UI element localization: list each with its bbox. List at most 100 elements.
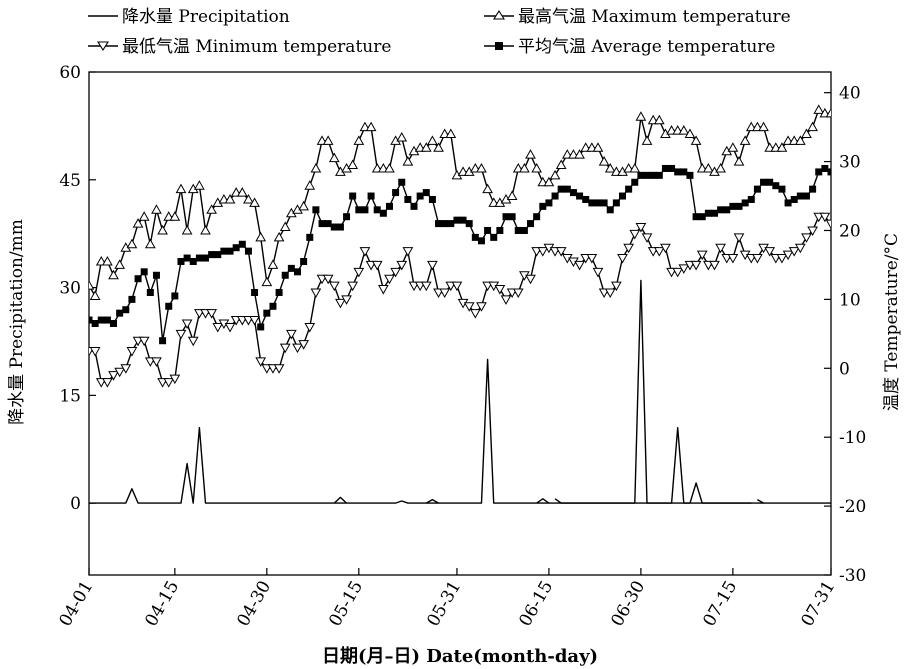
series-precip-minor	[536, 498, 550, 504]
tmin-point	[187, 336, 199, 347]
x-tick-label: 06-15	[515, 578, 557, 630]
right-tick-label: 20	[839, 221, 861, 241]
series-precip-minor	[425, 498, 439, 504]
left-tick-label: 30	[59, 279, 81, 299]
tavg-point	[784, 199, 792, 207]
tavg-point	[710, 209, 718, 217]
tavg-point	[428, 195, 436, 203]
tavg-point	[238, 240, 246, 248]
left-tick-label: 45	[59, 171, 81, 191]
y-axis-right-title: 温度 Temperature/°C	[882, 233, 902, 411]
tmax-point	[353, 135, 365, 145]
tavg-point	[435, 220, 443, 228]
tavg-point	[674, 168, 682, 176]
tavg-point	[459, 216, 467, 224]
tavg-point	[631, 178, 639, 186]
tmin-point	[114, 367, 126, 378]
tmax-point	[144, 238, 156, 249]
tavg-point	[226, 247, 234, 255]
tavg-point	[668, 164, 676, 172]
tmax-point	[433, 142, 444, 152]
tavg-point	[557, 185, 565, 193]
tavg-point	[312, 206, 320, 214]
tmin-point	[377, 285, 389, 295]
x-tick-label: 07-31	[798, 578, 840, 630]
tavg-point	[355, 206, 363, 214]
tmax-point	[684, 128, 696, 139]
tmin-point	[273, 364, 285, 374]
tavg-point	[637, 171, 645, 179]
tmin-point	[500, 295, 512, 305]
tmax-point	[236, 187, 248, 197]
tmax-point	[543, 176, 555, 187]
tmin-point	[102, 378, 113, 388]
tavg-point	[686, 171, 694, 179]
tavg-point	[410, 202, 418, 210]
tavg-point	[809, 185, 817, 193]
tmin-point	[298, 340, 309, 350]
legend-label-tmax: 最高气温 Maximum temperature	[518, 7, 791, 27]
tavg-point	[471, 233, 479, 241]
tmin-point	[715, 243, 726, 254]
tavg-point	[527, 220, 535, 228]
tavg-point	[698, 213, 706, 221]
tavg-point	[563, 185, 571, 193]
tmax-point	[114, 259, 126, 269]
tmin-point	[439, 288, 451, 299]
tmin-point	[120, 364, 132, 374]
tavg-point	[287, 264, 295, 272]
tavg-point	[103, 316, 111, 324]
tmax-point	[89, 280, 95, 290]
legend-label-tavg: 平均气温 Average temperature	[518, 37, 775, 57]
x-tick-label: 05-31	[423, 578, 465, 630]
right-tick-label: -10	[839, 428, 866, 448]
tmin-point	[335, 298, 346, 309]
tmin-point	[801, 233, 812, 243]
tmax-point	[776, 142, 788, 152]
tavg-point	[214, 251, 222, 259]
tmax-point	[506, 190, 518, 201]
tavg-point	[514, 226, 522, 234]
right-tick-label: -20	[839, 497, 866, 517]
tmin-point	[635, 223, 647, 233]
tavg-point	[619, 192, 627, 200]
tmax-point	[574, 149, 585, 159]
tavg-point	[385, 202, 393, 210]
tavg-point	[741, 199, 749, 207]
tmax-point	[206, 204, 217, 214]
series-precip-minor	[333, 496, 348, 504]
tmax-point	[298, 200, 309, 211]
tavg-point	[778, 185, 786, 193]
x-axis-title: 日期(月–日) Date(month-day)	[322, 646, 598, 667]
tavg-point	[496, 226, 504, 234]
tmin-point	[322, 274, 334, 285]
tmin-point	[347, 281, 359, 292]
tavg-point	[490, 233, 498, 241]
right-tick-label: 40	[839, 84, 861, 104]
tavg-point	[551, 192, 559, 200]
tavg-point	[569, 189, 577, 197]
tmin-point	[292, 343, 303, 354]
tmin-point	[611, 281, 622, 292]
tmin-point	[623, 243, 634, 254]
tavg-point	[606, 206, 614, 214]
tmin-point	[163, 378, 175, 388]
tmax-point	[273, 231, 285, 242]
tmax-point	[261, 276, 273, 287]
tavg-point	[244, 247, 252, 255]
tavg-point	[625, 185, 633, 193]
left-axis: 0 15 30 45 60	[59, 63, 96, 514]
tmin-point	[555, 247, 567, 257]
tmax-point	[200, 224, 211, 235]
tmax-point	[328, 152, 340, 163]
tmin-point	[794, 243, 806, 254]
tmin-point	[574, 260, 585, 271]
tmin-point	[390, 267, 401, 278]
tavg-point	[747, 195, 755, 203]
tmin-point	[151, 357, 162, 367]
tavg-point	[643, 171, 651, 179]
tmax-point	[715, 162, 726, 173]
series-precip-minor	[757, 498, 764, 504]
tmin-point	[494, 285, 506, 295]
